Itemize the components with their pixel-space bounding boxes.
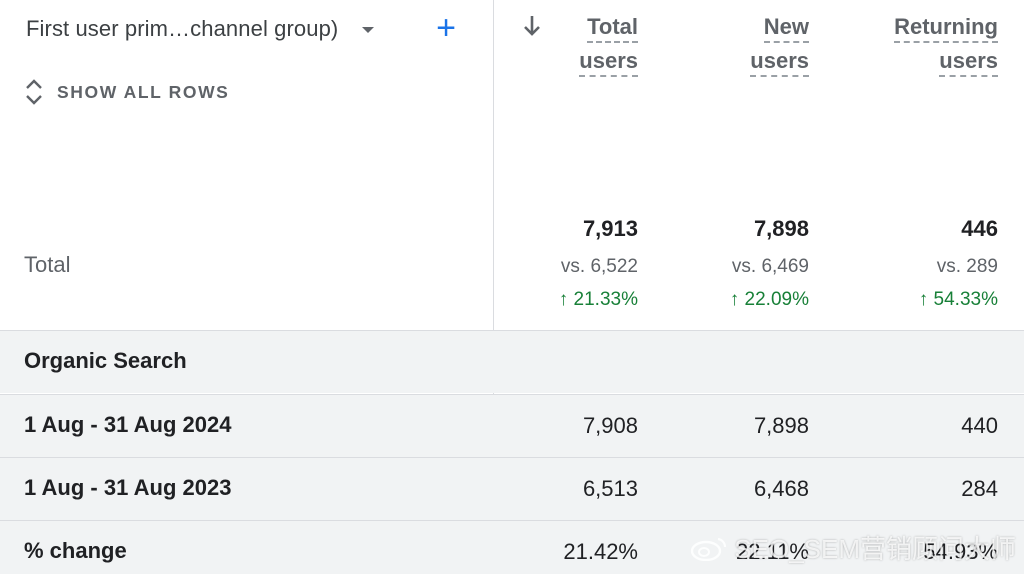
caret-down-icon[interactable] bbox=[362, 27, 375, 33]
column-header-line2: users bbox=[939, 47, 998, 77]
cell-value: 54.93% bbox=[923, 539, 998, 564]
row-label: Organic Search bbox=[24, 348, 187, 373]
cell-value: 22.11% bbox=[736, 539, 809, 564]
table-row[interactable]: % change 21.42% 22.11% 54.93% bbox=[0, 520, 1024, 574]
table-row[interactable]: 1 Aug - 31 Aug 2024 7,908 7,898 440 bbox=[0, 394, 1024, 457]
add-dimension-button[interactable]: + bbox=[432, 10, 460, 46]
table-row-group[interactable]: Organic Search bbox=[0, 330, 1024, 393]
column-header-line1: Returning bbox=[894, 13, 998, 43]
column-header-line2: users bbox=[579, 47, 638, 77]
row-label: % change bbox=[24, 538, 127, 563]
arrow-down-icon[interactable] bbox=[520, 12, 544, 40]
total-value: 7,913 bbox=[582, 216, 638, 241]
plus-icon: + bbox=[436, 9, 456, 47]
comparison-value: vs. 289 bbox=[936, 256, 998, 277]
table-row[interactable]: 1 Aug - 31 Aug 2023 6,513 6,468 284 bbox=[0, 457, 1024, 520]
column-header-total-users[interactable]: Total users bbox=[579, 10, 638, 78]
comparison-value: vs. 6,522 bbox=[560, 256, 638, 277]
row-label: 1 Aug - 31 Aug 2023 bbox=[24, 475, 232, 500]
percent-change: ↑ 54.33% bbox=[918, 289, 998, 310]
show-all-rows-button[interactable]: SHOW ALL ROWS bbox=[24, 78, 229, 106]
column-header-line2: users bbox=[750, 47, 809, 77]
dimension-selector[interactable]: First user prim…channel group) bbox=[26, 14, 375, 44]
cell-value: 284 bbox=[961, 476, 998, 501]
column-header-line1: Total bbox=[587, 13, 638, 43]
total-value: 446 bbox=[961, 216, 998, 241]
comparison-value: vs. 6,469 bbox=[731, 256, 809, 277]
cell-value: 6,513 bbox=[582, 476, 638, 501]
cell-value: 21.42% bbox=[563, 539, 638, 564]
column-header-returning-users[interactable]: Returning users bbox=[894, 10, 998, 78]
column-header-new-users[interactable]: New users bbox=[750, 10, 809, 78]
percent-change: ↑ 22.09% bbox=[729, 289, 809, 310]
total-label: Total bbox=[24, 252, 71, 277]
dimension-header: First user prim…channel group) + SHOW AL… bbox=[0, 0, 494, 330]
cell-value: 6,468 bbox=[753, 476, 809, 501]
unfold-more-icon bbox=[26, 79, 42, 105]
dimension-label: First user prim…channel group) bbox=[26, 16, 339, 41]
column-header-line1: New bbox=[763, 13, 809, 43]
cell-value: 7,908 bbox=[582, 413, 638, 438]
cell-value: 440 bbox=[961, 413, 998, 438]
percent-change: ↑ 21.33% bbox=[558, 289, 638, 310]
total-value: 7,898 bbox=[753, 216, 809, 241]
cell-value: 7,898 bbox=[753, 413, 809, 438]
row-label: 1 Aug - 31 Aug 2024 bbox=[24, 412, 232, 437]
column-divider bbox=[493, 0, 494, 574]
show-all-rows-label: SHOW ALL ROWS bbox=[57, 81, 230, 102]
